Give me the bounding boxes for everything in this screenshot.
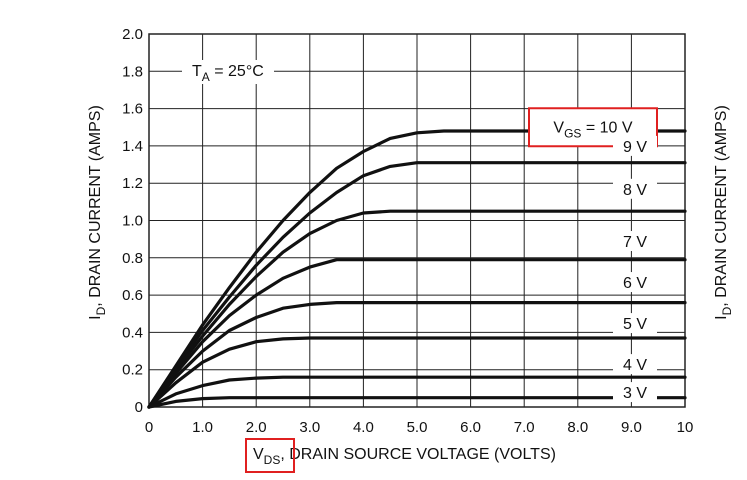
curve-label: 5 V — [613, 313, 657, 334]
ylabel-rest: , DRAIN CURRENT (AMPS) — [87, 105, 104, 307]
y-tick-label: 0 — [135, 399, 143, 416]
curve-label-text: 7 V — [623, 234, 647, 251]
y-tick-label: 2.0 — [122, 26, 143, 43]
y-tick-label: 0.6 — [122, 287, 143, 304]
curve-label-text: 8 V — [623, 182, 647, 199]
ylabel-main: I — [87, 315, 104, 319]
series-line-6v — [147, 301, 687, 409]
grid-lines — [149, 34, 685, 407]
x-tick-label: 10 — [677, 419, 694, 436]
y-tick-label: 1.0 — [122, 213, 143, 230]
x-tick-label: 5.0 — [407, 419, 428, 436]
x-tick-label: 2.0 — [246, 419, 267, 436]
curve-labels: VGS = 10 V9 V8 V7 V6 V5 V4 V3 V — [528, 107, 658, 403]
annot-main: T — [192, 63, 202, 80]
y-tick-label: 0.2 — [122, 362, 143, 379]
xlabel-rest: , DRAIN SOURCE VOLTAGE (VOLTS) — [280, 446, 556, 463]
curve-label-bg — [613, 313, 657, 334]
annot-sub: A — [202, 70, 210, 84]
curve-label-text: 3 V — [623, 385, 647, 402]
y-tick-label: 1.8 — [122, 63, 143, 80]
svg-text:TA = 25°C: TA = 25°C — [192, 63, 264, 84]
ylabel-right-sub: D — [720, 306, 734, 315]
curve-label-bg — [613, 272, 657, 293]
ylabel-sub: D — [94, 306, 108, 315]
curve-label: 4 V — [613, 354, 657, 375]
vgs-label: VGS = 10 V — [553, 119, 632, 140]
x-tick-label: 3.0 — [299, 419, 320, 436]
temperature-annotation: TA = 25°C — [182, 60, 274, 84]
curve-label-bg — [613, 135, 657, 156]
ylabel-right-main: I — [713, 315, 730, 319]
x-tick-label: 1.0 — [192, 419, 213, 436]
x-tick-label: 6.0 — [460, 419, 481, 436]
series-line-4v — [147, 375, 687, 409]
plot-frame — [148, 33, 686, 408]
series-line-7v — [147, 258, 687, 409]
x-tick-label: 9.0 — [621, 419, 642, 436]
y-tick-label: 0.8 — [122, 250, 143, 267]
curve-label-bg — [613, 354, 657, 375]
y-tick-label: 1.4 — [122, 138, 143, 155]
vgs-label-rest: = 10 V — [581, 119, 632, 136]
vgs-label-main: V — [553, 119, 564, 136]
curve-label: 7 V — [613, 231, 657, 252]
curve-label-text: 9 V — [623, 139, 647, 156]
curve-label: 8 V — [613, 178, 657, 199]
x-tick-label: 8.0 — [567, 419, 588, 436]
x-axis-title: VDS, DRAIN SOURCE VOLTAGE (VOLTS) — [253, 446, 556, 467]
curve-label-bg — [613, 231, 657, 252]
curve-label-bg — [613, 382, 657, 403]
x-axis-title-highlight — [245, 438, 295, 473]
series-line-3v — [147, 396, 687, 409]
curve-label: 6 V — [613, 272, 657, 293]
y-axis-title-left: ID, DRAIN CURRENT (AMPS) — [87, 105, 108, 320]
annot-rest: = 25°C — [210, 63, 264, 80]
x-tick-label: 7.0 — [514, 419, 535, 436]
series-line-9v — [147, 161, 687, 409]
axes — [148, 33, 686, 408]
xlabel-main: V — [253, 446, 264, 463]
curve-label-bg — [613, 178, 657, 199]
y-tick-label: 1.6 — [122, 101, 143, 118]
curve-label: 9 V — [613, 135, 657, 156]
y-tick-label: 1.2 — [122, 175, 143, 192]
series-line-8v — [147, 209, 687, 409]
curve-label-text: 4 V — [623, 357, 647, 374]
vgs-label-sub: GS — [564, 126, 581, 140]
series-line-5v — [147, 336, 687, 409]
y-tick-label: 0.4 — [122, 324, 143, 341]
x-tick-label: 4.0 — [353, 419, 374, 436]
ylabel-right-rest: , DRAIN CURRENT (AMPS) — [713, 105, 730, 307]
y-axis-title-right: ID, DRAIN CURRENT (AMPS) — [713, 105, 734, 320]
tick-labels: 0 1.0 2.0 3.0 4.0 5.0 6.0 7.0 8.0 9.0 10 0 0.2 0.4 0.6… — [122, 26, 693, 436]
curve-label-text: 6 V — [623, 275, 647, 292]
xlabel-sub: DS — [264, 453, 281, 467]
curve-label-text: 5 V — [623, 316, 647, 333]
x-tick-label: 0 — [145, 419, 153, 436]
curve-label: 3 V — [613, 382, 657, 403]
